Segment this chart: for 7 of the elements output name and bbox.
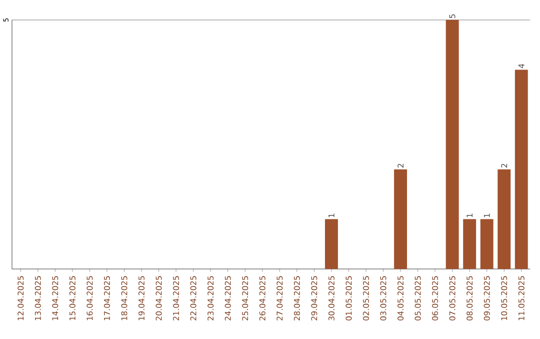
bar bbox=[463, 219, 476, 270]
bar bbox=[394, 170, 407, 270]
bar bbox=[498, 170, 511, 270]
bar bbox=[514, 70, 528, 270]
bar bbox=[446, 20, 459, 270]
bar bbox=[480, 219, 494, 270]
bar bbox=[324, 219, 338, 270]
